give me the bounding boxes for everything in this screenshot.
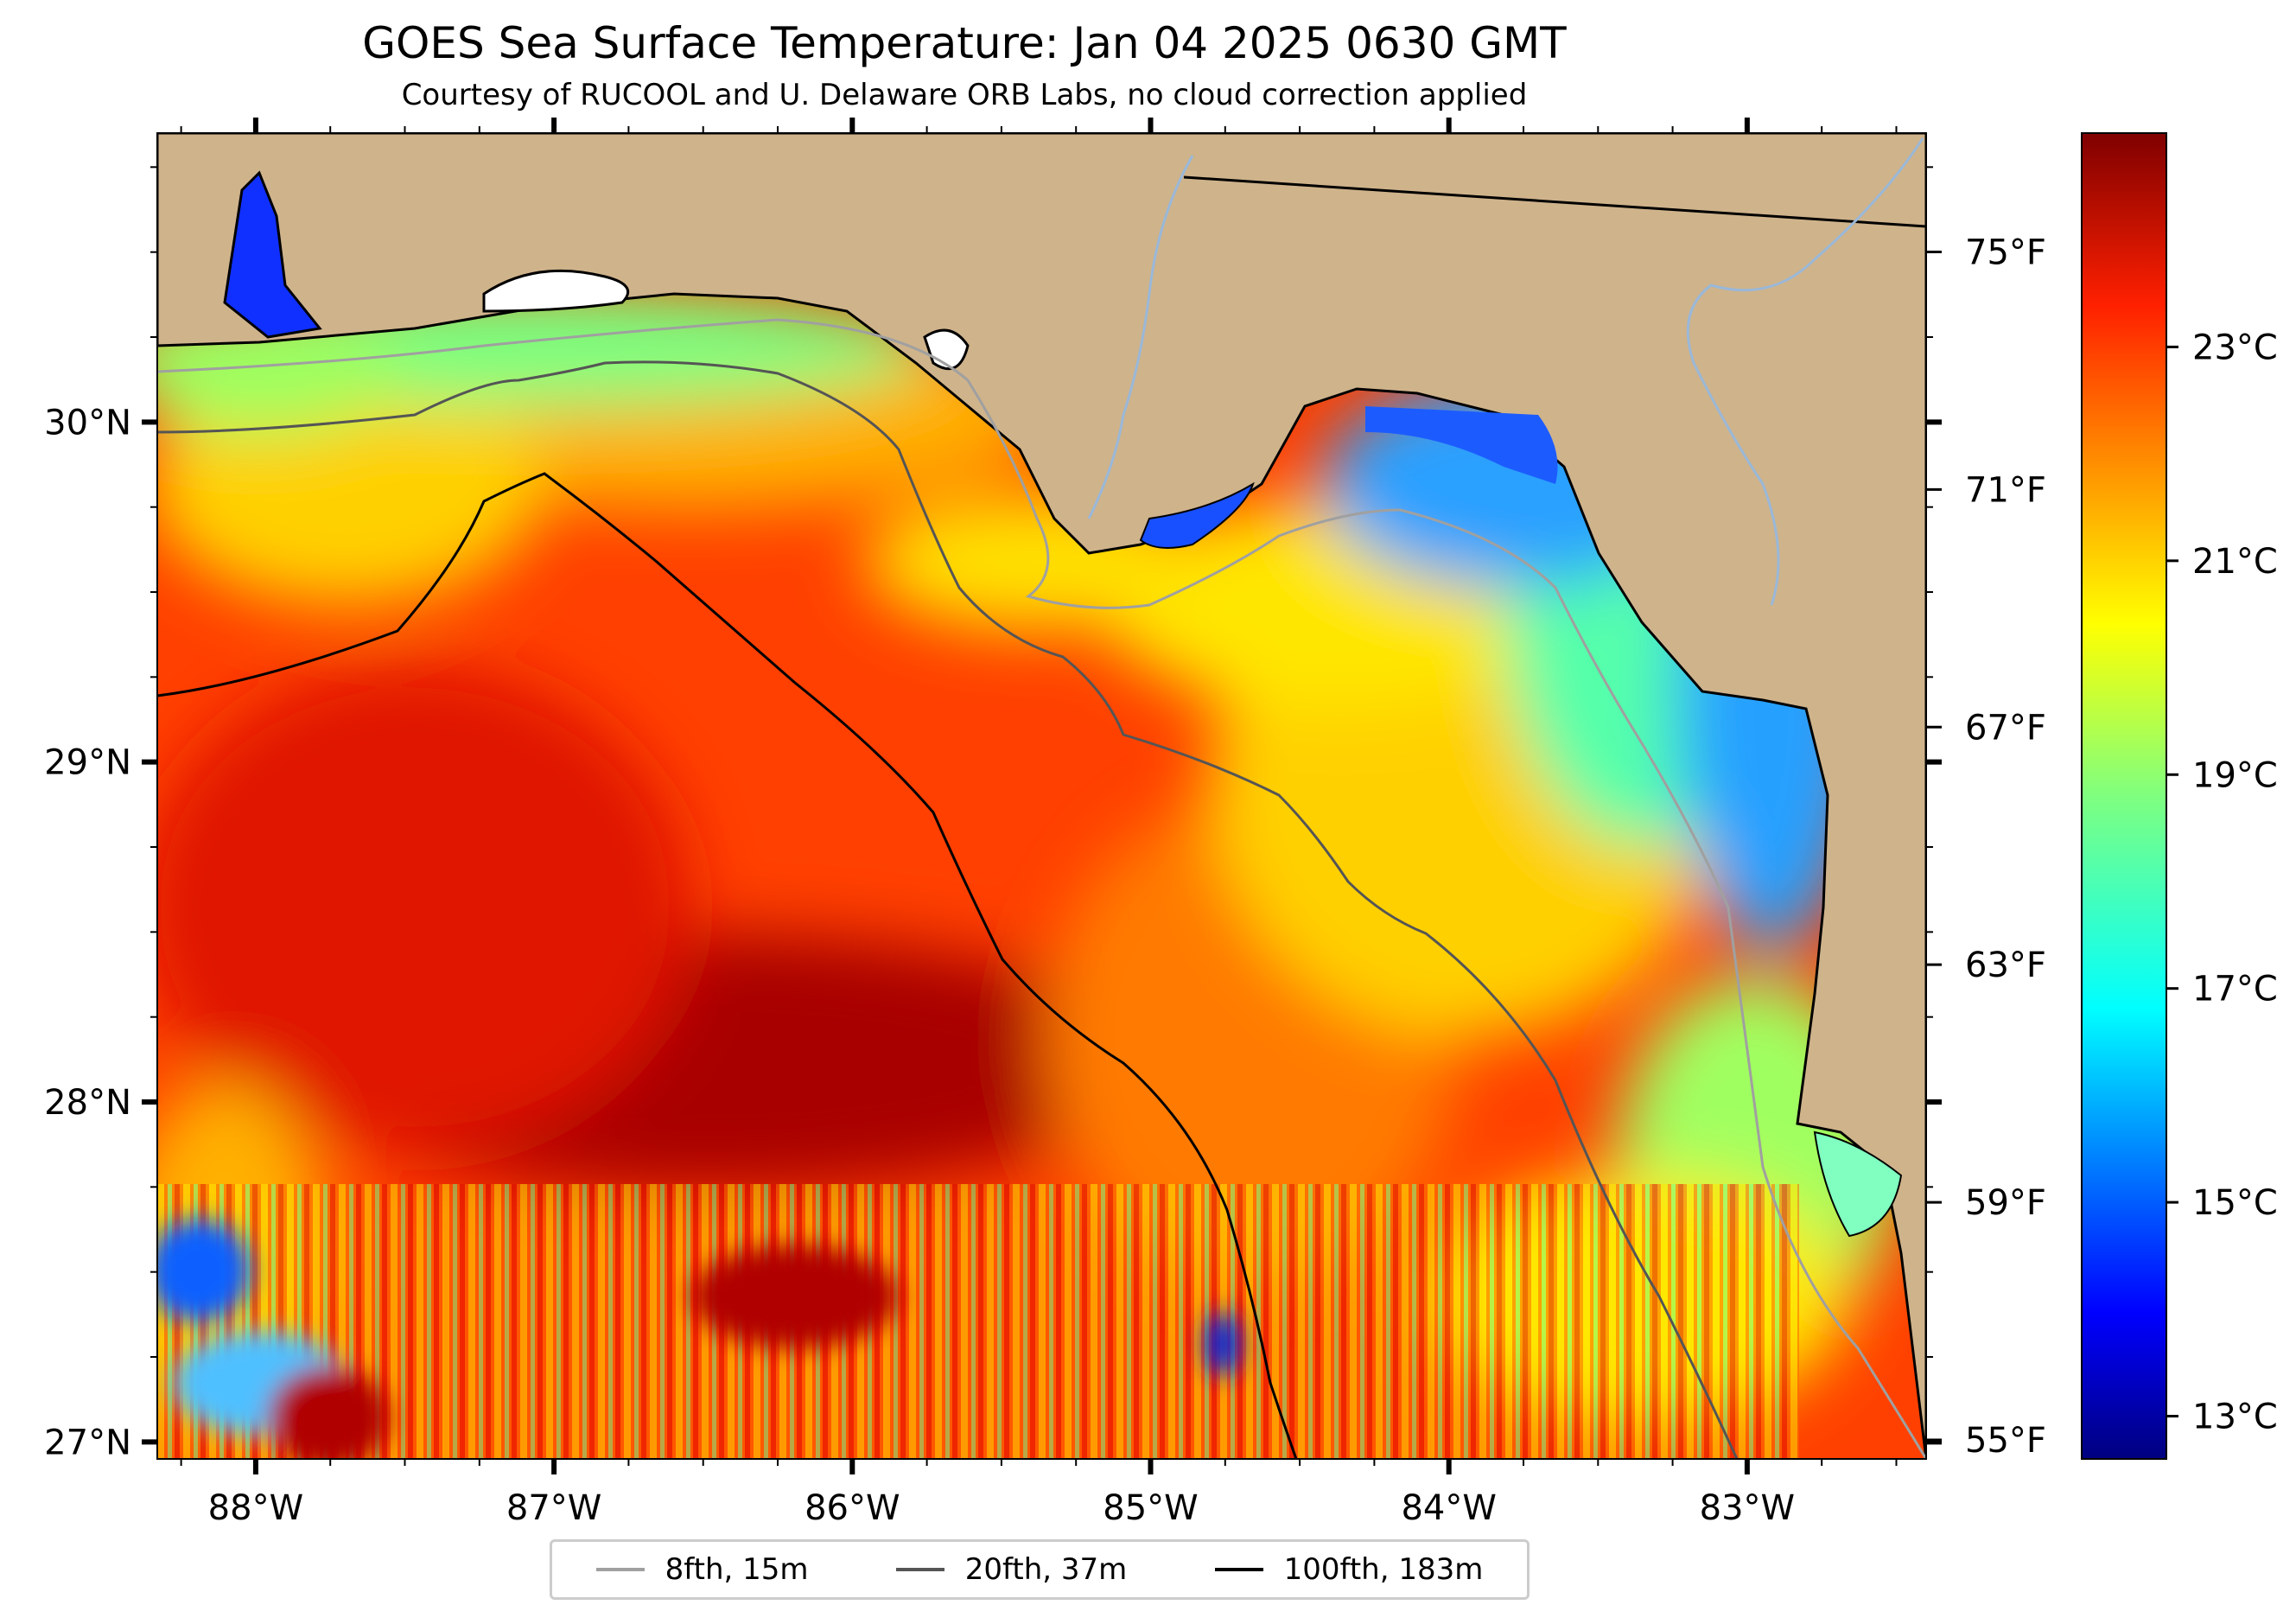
fahrenheit-tick-label: 67°F: [1965, 708, 2046, 748]
colorbar-tick-label: 13°C: [2192, 1398, 2278, 1437]
colorbar-tick-label: 19°C: [2192, 755, 2278, 795]
legend-swatch-100fth: [1214, 1568, 1263, 1571]
legend-label-20fth: 20fth, 37m: [964, 1552, 1128, 1587]
lat-tick-label: 27°N: [44, 1423, 131, 1462]
colorbar-tick-label: 17°C: [2192, 970, 2278, 1009]
legend: 8fth, 15m 20fth, 37m 100fth, 183m: [550, 1539, 1530, 1600]
legend-label-8fth: 8fth, 15m: [665, 1552, 809, 1587]
colorbar: [2081, 132, 2167, 1460]
lat-tick-label: 29°N: [44, 743, 131, 783]
map-title: GOES Sea Surface Temperature: Jan 04 202…: [362, 18, 1567, 68]
map-subtitle: Courtesy of RUCOOL and U. Delaware ORB L…: [401, 78, 1528, 112]
map-frame: [156, 132, 1927, 1460]
legend-label-100fth: 100fth, 183m: [1283, 1552, 1484, 1587]
lon-tick-label: 87°W: [506, 1488, 601, 1528]
legend-swatch-8fth: [595, 1568, 645, 1571]
lat-tick-label: 30°N: [44, 403, 131, 443]
lon-tick-label: 88°W: [208, 1488, 303, 1528]
legend-item-20fth: 20fth, 37m: [895, 1552, 1128, 1587]
colorbar-tick-label: 15°C: [2192, 1183, 2278, 1223]
legend-swatch-20fth: [895, 1568, 944, 1571]
legend-item-100fth: 100fth, 183m: [1214, 1552, 1484, 1587]
lon-tick-label: 83°W: [1700, 1488, 1795, 1528]
fahrenheit-tick-label: 59°F: [1965, 1183, 2046, 1223]
legend-item-8fth: 8fth, 15m: [595, 1552, 809, 1587]
colorbar-tick-label: 21°C: [2192, 542, 2278, 582]
land: [157, 133, 1926, 1459]
lon-tick-label: 84°W: [1401, 1488, 1496, 1528]
lon-tick-label: 85°W: [1103, 1488, 1198, 1528]
map-axes: 88°W 87°W 86°W 85°W 84°W 83°W 27°N 28°N 29°N 30°N…: [44, 118, 2046, 1528]
colorbar-tick-label: 23°C: [2192, 328, 2278, 367]
colorbar-axis: 13°C 15°C 17°C 19°C 21°C 23°C: [2166, 328, 2278, 1437]
fahrenheit-tick-label: 75°F: [1965, 232, 2046, 272]
lat-tick-label: 28°N: [44, 1083, 131, 1123]
lon-tick-label: 86°W: [805, 1488, 900, 1528]
fahrenheit-tick-label: 63°F: [1965, 946, 2046, 985]
fahrenheit-tick-label: 55°F: [1965, 1421, 2046, 1461]
bathymetry-contours: [157, 318, 1926, 1459]
fahrenheit-tick-label: 71°F: [1965, 470, 2046, 510]
